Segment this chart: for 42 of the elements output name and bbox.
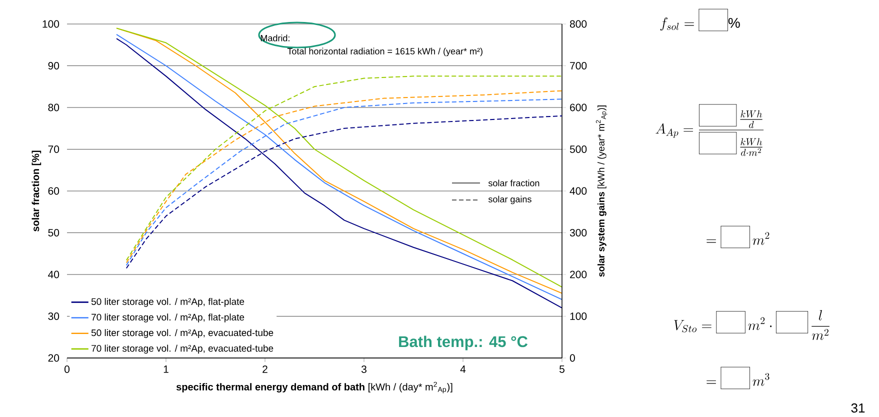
y2-tick-label: 0 [570, 354, 575, 362]
x-tick-label: 0 [64, 366, 70, 373]
text: 31 [851, 403, 865, 413]
x-tick-label: 1 [164, 366, 168, 373]
legend-label: 50 liter storage vol. / m²Ap, flat-plate [91, 298, 244, 307]
y-tick-label: 90 [48, 62, 60, 70]
y2-tick-label: 200 [570, 270, 587, 278]
annotation: solar gains [488, 196, 532, 204]
y-axis-title: solar fraction [%] [32, 150, 42, 232]
x-tick-label: 3 [361, 366, 366, 373]
text: $V_{Sto} = \fbox{\rule{0pt}{1.1em}\hspace{1.6em}}\, m^{2}\cdot\fbox{\rule{0pt}{1.1em}\hspace{1.8em}}\,\frac{l}{m^{2}}$ [674, 310, 830, 340]
x-tick-label: 5 [560, 366, 564, 373]
text: $= \fbox{\rule{0pt}{1.1em}\hspace{1.6em}}\, m^{2}$ [706, 226, 770, 248]
legend-label: 70 liter storage vol. / m²Ap, evacuated-tube [92, 344, 274, 354]
y-tick-label: 50 [48, 229, 60, 236]
legend-label: 70 liter storage vol. / m²Ap, flat-plate [92, 314, 244, 322]
text: $f_{sol} = \fbox{\rule{0pt}{1.1em}\hspace{1.6em}}\%$ [660, 9, 740, 31]
x-tick-label: 4 [460, 366, 466, 373]
annotation: Bath temp.: 45 °C [399, 336, 528, 350]
y2-tick-label: 400 [570, 187, 587, 195]
annotation: Total horizontal radiation = 1615 kWh / (year* m²) [287, 48, 482, 56]
x-axis-title: specific thermal energy demand of bath [kWh / (day* m$^{2}$$_{Ap}$)] [176, 382, 452, 394]
y-tick-label: 20 [48, 354, 60, 362]
y-tick-label: 100 [42, 20, 60, 28]
annotation: solar fraction [488, 180, 540, 186]
y-tick-label: 80 [48, 104, 60, 112]
text: $= \fbox{\rule{0pt}{1.1em}\hspace{1.6em}}\, m^{3}$ [706, 367, 770, 389]
text: $A_{Ap} = \frac{\fbox{\rule{0pt}{1.1em}\hspace{2.2em}}\,\frac{kWh}{d}}{\fbox{\rule{0pt}{1.1em}\hspace{2.2em}}\,\frac{kWh}{d\cdot m^{2}}}$ [656, 104, 764, 156]
y-tick-label: 70 [48, 146, 60, 153]
y2-tick-label: 700 [570, 62, 587, 70]
y-tick-label: 30 [48, 312, 60, 320]
x-tick-label: 2 [262, 366, 268, 373]
annotation: Madrid: [260, 34, 290, 42]
y2-tick-label: 800 [570, 20, 587, 28]
y-tick-label: 40 [48, 270, 60, 278]
y2-tick-label: 600 [570, 104, 587, 112]
y-tick-label: 60 [48, 187, 60, 195]
y2-tick-label: 100 [570, 312, 587, 320]
y2-tick-label: 300 [570, 229, 587, 236]
y2-axis-title: solar system gains [kWh / (year* m$^{2}$$_{Ap}$)] [596, 106, 608, 277]
y2-tick-label: 500 [570, 146, 587, 153]
legend-label: 50 liter storage vol. / m²Ap, evacuated-tube [91, 329, 274, 338]
